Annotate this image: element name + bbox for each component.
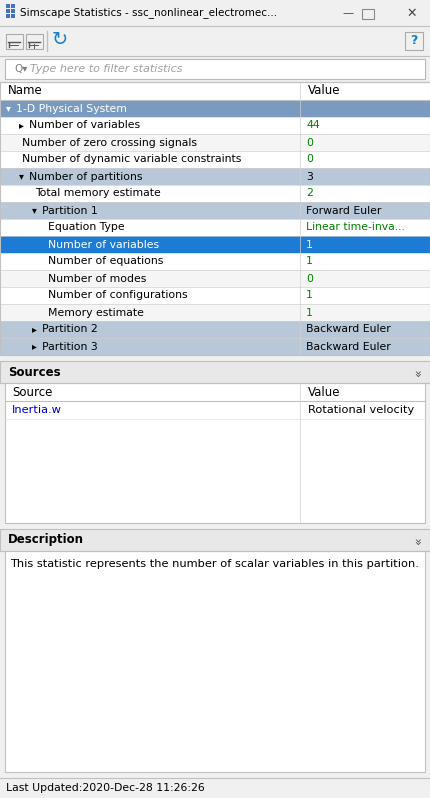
Bar [0,321,430,338]
Text: ▾: ▾ [6,104,11,113]
Text: 1: 1 [306,290,313,301]
Text: Number of equations: Number of equations [48,256,163,267]
Bar [0,529,430,551]
Bar [0,361,430,383]
Text: Number of modes: Number of modes [48,274,146,283]
Bar [11,4,15,8]
Bar [0,219,430,236]
Text: Number of variables: Number of variables [48,239,159,250]
Text: Source: Source [12,385,52,398]
Bar [0,304,430,321]
Text: Q▾: Q▾ [14,64,28,74]
Text: Equation Type: Equation Type [48,223,125,232]
Text: Number of zero crossing signals: Number of zero crossing signals [22,137,197,148]
Bar [0,253,430,270]
Text: Memory estimate: Memory estimate [48,307,144,318]
Bar [6,9,10,13]
Bar [5,383,425,401]
Bar [0,168,430,185]
Bar [0,100,430,117]
Text: Description: Description [8,534,84,547]
Text: ▾: ▾ [19,172,24,181]
Bar [0,270,430,287]
Text: Value: Value [308,85,341,97]
Text: 1: 1 [306,256,313,267]
Bar [0,117,430,134]
Bar [5,401,425,419]
Bar [0,236,430,253]
Text: Backward Euler: Backward Euler [306,325,391,334]
Bar [5,551,425,772]
Bar [0,338,430,355]
Bar [0,287,430,304]
Text: 2: 2 [306,188,313,199]
Bar [11,14,15,18]
Text: 0: 0 [306,155,313,164]
Text: 1: 1 [306,307,313,318]
Text: ✕: ✕ [407,6,417,19]
Text: ↻: ↻ [52,30,68,49]
Text: Number of partitions: Number of partitions [29,172,142,181]
Bar [0,778,430,798]
Bar [6,4,10,8]
Bar [0,361,430,383]
Text: Inertia.w: Inertia.w [12,405,62,415]
Bar [405,32,423,50]
Text: 3: 3 [306,172,313,181]
Text: Sources: Sources [8,365,61,378]
Text: Value: Value [308,385,341,398]
Text: Forward Euler: Forward Euler [306,206,381,215]
Bar [0,151,430,168]
Bar [5,551,425,772]
Bar [5,383,425,523]
Bar [0,185,430,202]
Text: Partition 2: Partition 2 [42,325,98,334]
Text: «: « [412,368,424,376]
Bar [362,9,374,19]
Text: «: « [412,536,424,543]
Text: Partition 1: Partition 1 [42,206,98,215]
Bar [5,59,425,79]
Bar [0,82,430,100]
Bar [0,134,430,151]
Bar [0,202,430,219]
Text: 1-D Physical System: 1-D Physical System [16,104,127,113]
Bar [0,56,430,82]
Text: Last Updated:2020-Dec-28 11:26:26: Last Updated:2020-Dec-28 11:26:26 [6,783,205,793]
Bar [5,383,425,523]
Text: —: — [342,8,353,18]
Text: 1: 1 [306,239,313,250]
Text: Number of dynamic variable constraints: Number of dynamic variable constraints [22,155,241,164]
Text: ▸: ▸ [32,342,37,351]
Text: Name: Name [8,85,43,97]
Bar [0,82,430,355]
Bar [11,9,15,13]
Text: This statistic represents the number of scalar variables in this partition.: This statistic represents the number of … [10,559,419,569]
Text: Number of configurations: Number of configurations [48,290,187,301]
Bar [26,34,43,49]
Bar [6,14,10,18]
Bar [0,529,430,551]
Bar [6,34,23,49]
Text: Total memory estimate: Total memory estimate [35,188,161,199]
Bar [5,59,425,79]
Text: ?: ? [410,34,418,48]
Text: ▸: ▸ [19,120,24,131]
Text: Type here to filter statistics: Type here to filter statistics [30,64,182,74]
Text: Number of variables: Number of variables [29,120,140,131]
Bar [0,26,430,56]
Text: Simscape Statistics - ssc_nonlinear_electromec...: Simscape Statistics - ssc_nonlinear_elec… [20,7,277,18]
Bar [0,0,430,26]
Text: 0: 0 [306,274,313,283]
Text: Backward Euler: Backward Euler [306,342,391,351]
Text: Linear time-inva...: Linear time-inva... [306,223,405,232]
Text: ▸: ▸ [32,325,37,334]
Text: 44: 44 [306,120,320,131]
Text: Rotational velocity: Rotational velocity [308,405,414,415]
Text: ▾: ▾ [32,206,37,215]
Text: 0: 0 [306,137,313,148]
Text: Partition 3: Partition 3 [42,342,98,351]
